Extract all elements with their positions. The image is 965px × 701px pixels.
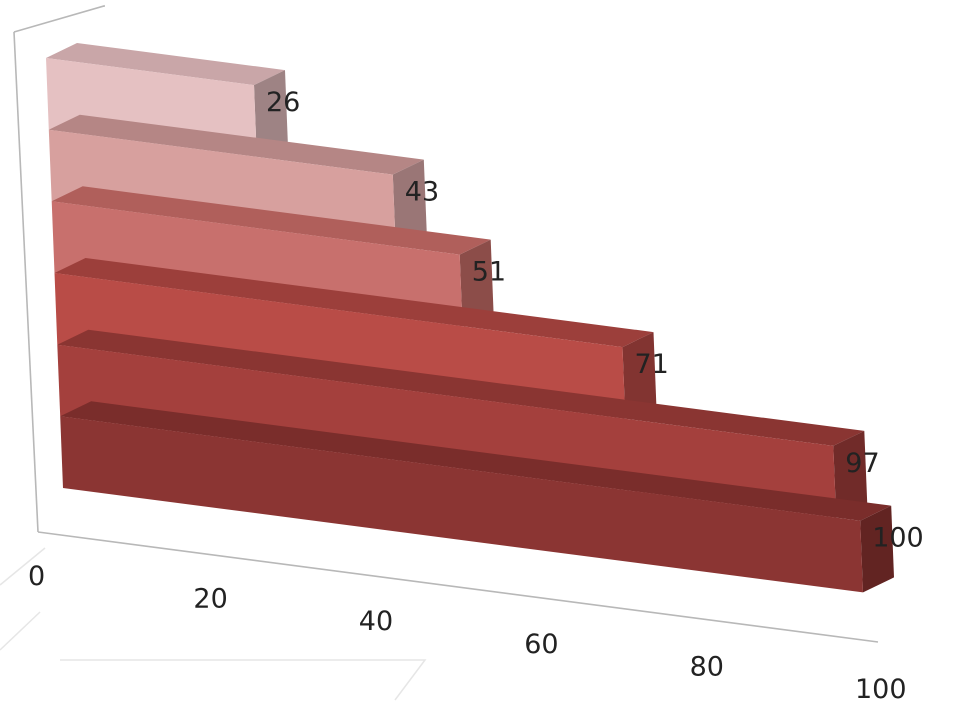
x-tick-label: 40	[359, 606, 393, 637]
data-labels: 26 43 51 71 97 100	[266, 87, 924, 554]
bar-top	[57, 329, 865, 446]
data-label: 100	[872, 523, 924, 554]
x-tick-label: 100	[855, 674, 907, 701]
background-decoration	[0, 547, 427, 701]
x-tick-label: 60	[524, 629, 558, 660]
data-label: 97	[845, 448, 879, 479]
data-label: 51	[472, 256, 506, 287]
bar-top	[60, 401, 892, 521]
bar-top	[54, 258, 654, 348]
x-tick-label: 80	[690, 651, 724, 682]
data-label: 71	[635, 349, 669, 380]
bar-side	[254, 70, 288, 157]
bar-side	[392, 159, 427, 247]
bar-side	[860, 505, 894, 593]
bar-side	[622, 332, 657, 419]
x-tick-label: 0	[28, 561, 45, 592]
axis-frame	[13, 4, 879, 643]
bar-front	[60, 416, 863, 593]
data-label: 26	[266, 87, 300, 118]
bar-side	[459, 239, 494, 327]
x-tick-label: 20	[193, 584, 227, 615]
bars	[46, 43, 894, 593]
bar-top	[46, 43, 285, 86]
bar-top	[51, 186, 491, 255]
data-label: 43	[405, 176, 439, 207]
bar-top	[48, 114, 424, 175]
bar	[60, 401, 894, 593]
bar-side	[833, 430, 868, 518]
x-axis-ticks: 0 20 40 60 80 100	[28, 561, 907, 701]
